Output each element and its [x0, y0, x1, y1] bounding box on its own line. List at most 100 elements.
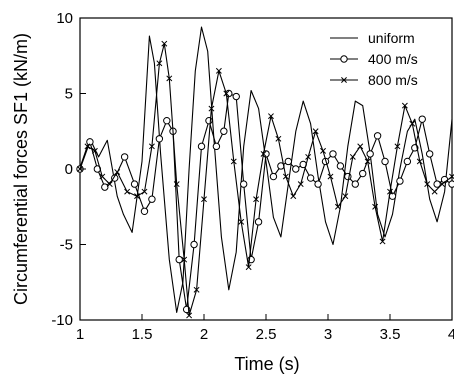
legend-label: 400 m/s	[368, 51, 418, 67]
data-point	[223, 90, 230, 97]
x-ticks: 1 1.5 2 2.5 3 3.5 4	[76, 314, 454, 343]
data-point	[173, 181, 180, 188]
data-point	[148, 143, 155, 150]
data-point	[130, 180, 139, 188]
data-point	[425, 150, 434, 158]
data-point	[336, 162, 345, 170]
series-0	[79, 26, 453, 313]
y-tick-label: 5	[65, 86, 73, 103]
data-point	[163, 116, 171, 125]
data-point	[208, 105, 215, 112]
y-axis-label: Circumferential forces SF1 (kN/m)	[11, 33, 31, 305]
data-point	[181, 256, 188, 263]
data-point	[387, 188, 393, 195]
data-point	[373, 132, 382, 140]
data-point	[239, 180, 248, 188]
data-point	[268, 113, 274, 120]
data-point	[84, 143, 91, 150]
data-point	[439, 181, 446, 188]
data-point	[282, 173, 289, 180]
x-tick-label: 1.5	[132, 326, 153, 343]
series-layer	[76, 26, 454, 319]
series-1	[76, 89, 454, 314]
data-point	[140, 207, 149, 215]
data-point	[269, 172, 278, 181]
legend-item: 800 m/s	[330, 72, 418, 88]
data-point	[320, 147, 326, 154]
data-point	[254, 218, 263, 226]
data-point	[215, 67, 222, 74]
data-point	[193, 286, 200, 293]
data-point	[175, 255, 183, 264]
data-point	[148, 195, 156, 203]
data-point	[418, 115, 426, 123]
data-point	[155, 135, 164, 143]
data-point	[329, 150, 337, 158]
data-point	[99, 173, 106, 180]
data-point	[186, 312, 193, 319]
legend-item: uniform	[330, 30, 415, 46]
data-point	[305, 153, 312, 160]
legend: uniform 400 m/s 800 m/s	[330, 30, 418, 88]
data-point	[349, 153, 356, 160]
legend-item: 400 m/s	[330, 51, 418, 67]
data-point	[238, 218, 245, 225]
data-point	[101, 183, 109, 191]
data-point	[230, 158, 237, 165]
data-point	[124, 188, 131, 195]
x-tick-label: 1	[76, 326, 84, 343]
data-point	[396, 177, 404, 185]
data-point	[141, 188, 148, 195]
data-point	[275, 135, 282, 142]
y-ticks: 10 5 0 -5 -10	[51, 10, 86, 329]
data-point	[409, 120, 416, 127]
data-point	[134, 193, 140, 200]
data-point	[342, 193, 349, 200]
series-2	[77, 40, 454, 319]
data-point	[114, 169, 121, 175]
x-tick-label: 3	[324, 326, 332, 343]
data-point	[357, 143, 364, 150]
data-point	[416, 158, 423, 165]
data-point	[381, 157, 389, 166]
data-point	[212, 142, 221, 151]
data-point	[106, 181, 113, 188]
x-axis-label: Time (s)	[234, 354, 299, 374]
data-point	[284, 157, 293, 166]
x-tick-label: 2	[200, 326, 208, 343]
data-point	[86, 138, 94, 146]
data-point	[433, 180, 441, 188]
data-point	[225, 89, 233, 98]
x-tick-label: 3.5	[380, 326, 401, 343]
data-point	[334, 203, 341, 210]
data-point	[290, 193, 297, 200]
y-tick-label: 10	[56, 10, 73, 27]
data-point	[161, 40, 168, 47]
data-point	[166, 75, 173, 82]
data-point	[201, 196, 207, 203]
series-line	[79, 26, 453, 313]
legend-marker	[341, 77, 347, 83]
x-tick-label: 2.5	[256, 326, 277, 343]
data-point	[297, 181, 304, 188]
data-point	[314, 180, 322, 188]
y-tick-label: 0	[65, 161, 73, 178]
data-point	[359, 169, 367, 178]
data-point	[205, 116, 213, 125]
data-point	[120, 153, 129, 161]
y-tick-label: -5	[60, 237, 73, 254]
data-point	[366, 150, 374, 158]
data-point	[197, 142, 206, 151]
data-point	[253, 196, 260, 203]
data-point	[220, 127, 228, 135]
legend-label: uniform	[368, 30, 415, 46]
data-point	[245, 264, 252, 271]
data-point	[448, 180, 454, 188]
y-tick-label: -10	[51, 312, 73, 329]
data-point	[306, 174, 315, 182]
data-point	[379, 238, 386, 245]
data-point	[190, 240, 198, 249]
data-point	[327, 173, 334, 180]
data-point	[394, 143, 401, 150]
